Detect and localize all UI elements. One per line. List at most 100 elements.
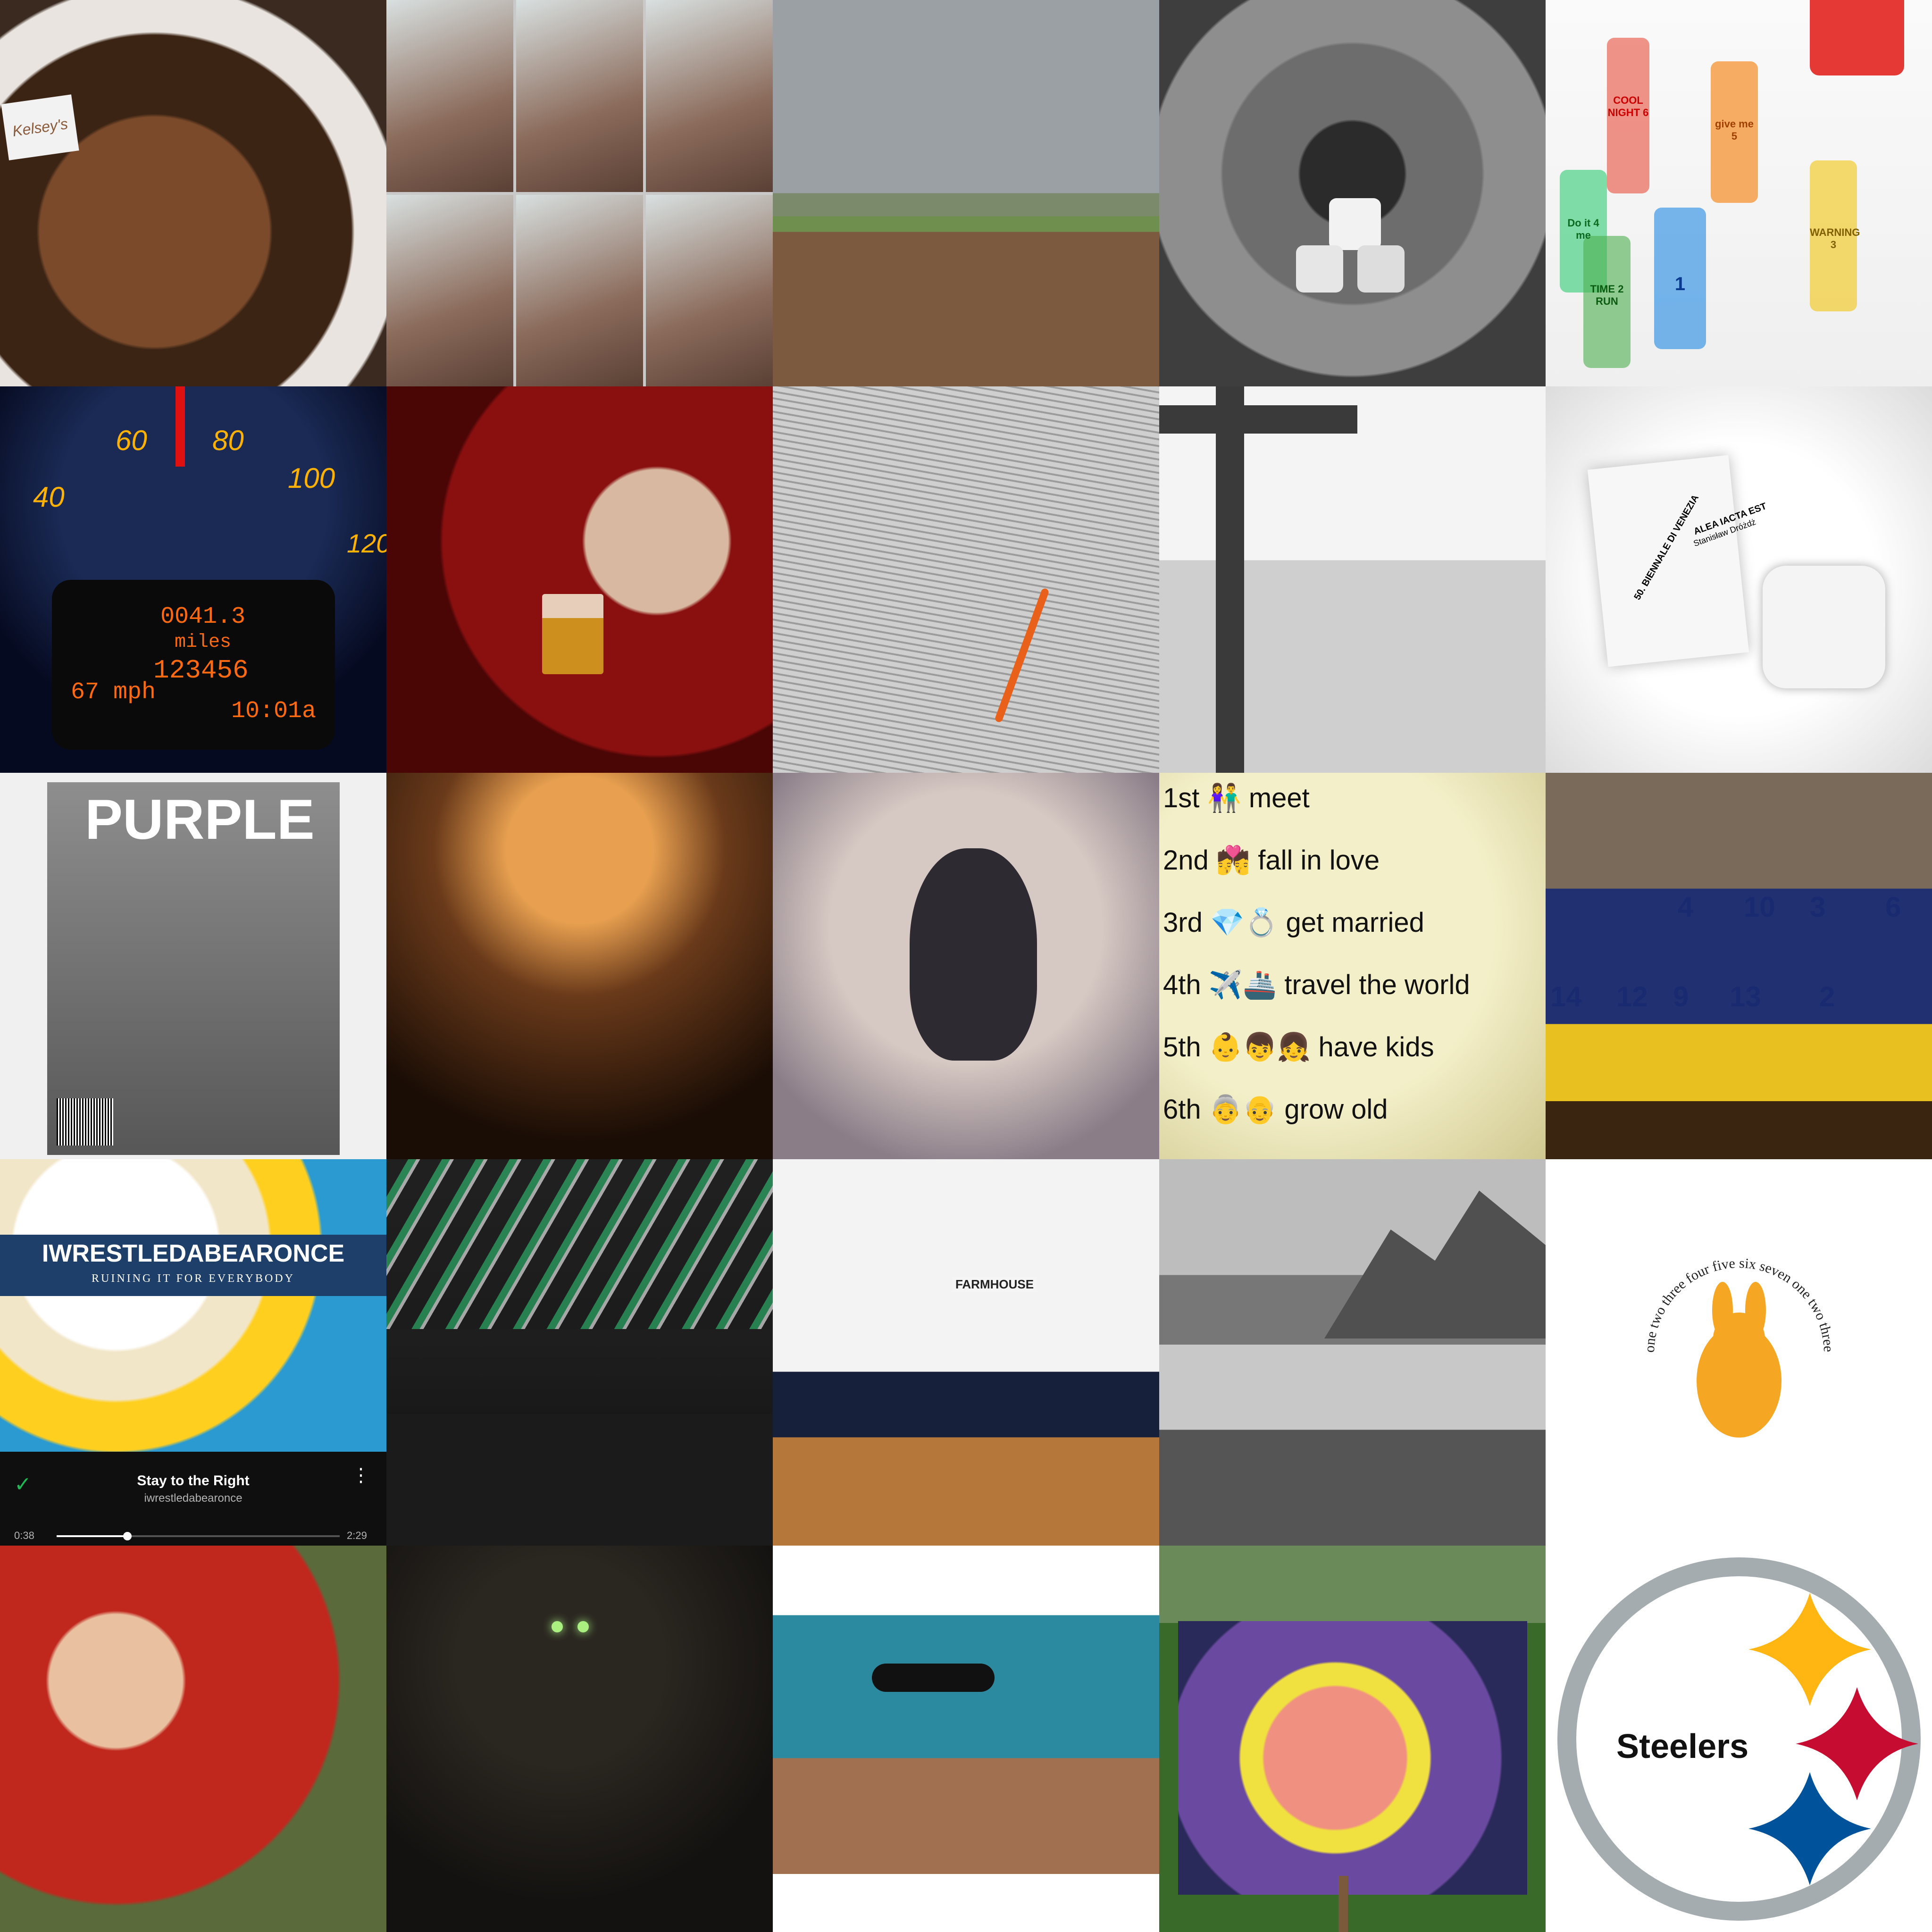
speed-tick: 60: [116, 425, 147, 456]
track-artist: iwrestledabearonce: [144, 1492, 243, 1505]
steps-list: 1st 👫 meet 2nd 💏 fall in love 3rd 💎💍 get…: [1163, 782, 1543, 1156]
emoji-icon: ✈️🚢: [1208, 970, 1277, 1000]
photo-field-landscape[interactable]: [773, 0, 1159, 386]
photo-shot-glasses[interactable]: COOL NIGHT 6 give me 5 Do it 4 me TIME 2…: [1546, 0, 1932, 386]
steelers-logo[interactable]: Steelers: [1546, 1546, 1932, 1932]
shot-label: COOL NIGHT 6: [1607, 94, 1649, 118]
photo-pool-selfie[interactable]: [773, 1546, 1159, 1932]
kitchen-sign: FARMHOUSE: [952, 1277, 1037, 1292]
glass-one: [1654, 208, 1706, 349]
bunny-drawing: one two three four five six seven one tw…: [1546, 1159, 1836, 1438]
jersey-number: 4: [1678, 891, 1694, 923]
shot-label: WARNING 3: [1810, 226, 1860, 251]
step-text: fall in love: [1258, 845, 1380, 876]
sunglasses: [872, 1664, 995, 1692]
step-text: grow old: [1284, 1094, 1388, 1125]
step-ordinal: 5th: [1163, 1032, 1201, 1062]
current-speed: 67 mph: [71, 679, 156, 706]
emoji-icon: 👶👦👧: [1208, 1032, 1311, 1062]
photo-vintage-cat[interactable]: [773, 773, 1159, 1159]
jersey-number: 2: [1819, 981, 1835, 1012]
steelers-wordmark: Steelers: [1616, 1728, 1748, 1765]
canvas-painting: [1178, 1621, 1527, 1895]
glass-warning: [1810, 160, 1857, 311]
speed-tick: 40: [33, 481, 65, 513]
photo-selfie-grid[interactable]: [386, 0, 773, 386]
die-icon: [1329, 198, 1381, 250]
photo-man-with-beer[interactable]: [386, 386, 773, 773]
selfie-frame: [516, 0, 643, 192]
crochet-hook: [994, 587, 1050, 723]
jersey-number: 9: [1673, 981, 1689, 1012]
paper-box: [1587, 455, 1749, 667]
photo-crochet[interactable]: [773, 386, 1159, 773]
photo-baby-painting[interactable]: [1159, 1546, 1546, 1932]
wall-mural: [386, 1159, 773, 1329]
photo-team-jerseys[interactable]: 4 10 3 6 14 12 9 13 2: [1546, 773, 1932, 1159]
beer-cup: [542, 594, 603, 674]
album-band-name: IWRESTLEDABEARONCE: [42, 1240, 345, 1267]
step-text: have kids: [1318, 1032, 1434, 1062]
jersey-number: 3: [1810, 891, 1826, 923]
glowing-eye: [552, 1621, 563, 1632]
emoji-icon: 👵👴: [1208, 1094, 1277, 1125]
odometer-reading: 123456: [153, 655, 249, 686]
emoji-icon: 👫: [1207, 783, 1241, 813]
elapsed-time: 0:38: [14, 1530, 34, 1541]
wooden-cross: [1216, 386, 1244, 773]
progress-track[interactable]: [57, 1535, 340, 1537]
photo-river-landscape[interactable]: [1159, 1159, 1546, 1546]
selfie-frame: [646, 194, 773, 386]
shot-label: give me 5: [1715, 118, 1754, 142]
progress-fill: [57, 1535, 127, 1537]
napkin-sign: Kelsey's: [1, 94, 79, 160]
photo-speedometer[interactable]: 40 60 80 100 120 0041.3 miles 123456 67 …: [0, 386, 386, 773]
photo-fried-food[interactable]: Kelsey's: [0, 0, 386, 386]
steelers-logo-drawing: Steelers: [1557, 1557, 1921, 1921]
photo-kitchen[interactable]: FARMHOUSE: [773, 1159, 1159, 1546]
photo-dark-dog[interactable]: [386, 1546, 773, 1932]
photo-toddler-and-mom[interactable]: [0, 1546, 386, 1932]
shot-glasses-drawing: [1560, 0, 1904, 368]
barcode: [57, 1098, 113, 1146]
step-row: 2nd 💏 fall in love: [1163, 845, 1543, 907]
photo-family-portrait[interactable]: [1159, 386, 1546, 773]
jersey-number: 12: [1616, 981, 1648, 1012]
more-options-icon[interactable]: ⋮: [351, 1465, 370, 1486]
selfie-frame: [386, 194, 513, 386]
odometer-display: [52, 580, 335, 750]
die-icon: [1763, 566, 1885, 688]
clock-time: 10:01a: [231, 698, 317, 725]
hypocycloid-red: [1796, 1687, 1918, 1800]
step-row: 1st 👫 meet: [1163, 782, 1543, 845]
photo-bunny-illustration[interactable]: one two three four five six seven one tw…: [1546, 1159, 1932, 1546]
track-duration: 2:29: [347, 1530, 367, 1541]
photo-boxing-gym[interactable]: [386, 1159, 773, 1546]
speed-tick: 100: [288, 462, 335, 494]
selfie-frame: [386, 0, 513, 192]
photo-dice-cup[interactable]: [1159, 0, 1546, 386]
cat-silhouette: [910, 848, 1037, 1061]
shot-label: 1: [1674, 274, 1686, 294]
speed-needle: [176, 386, 185, 467]
selfie-frame: [646, 0, 773, 192]
jersey-number: 14: [1550, 981, 1582, 1012]
album-subtitle: RUINING IT FOR EVERYBODY: [92, 1272, 295, 1285]
saved-check-icon[interactable]: ✓: [14, 1473, 32, 1496]
magazine-cover: [47, 782, 340, 1155]
photo-dice-box[interactable]: ALEA IACTA EST Stanisław Dróżdż 50. BIEN…: [1546, 386, 1932, 773]
photo-purple-magazine[interactable]: PURPLE: [0, 773, 386, 1159]
jersey-number: 6: [1885, 891, 1901, 923]
music-player-card[interactable]: IWRESTLEDABEARONCE RUINING IT FOR EVERYB…: [0, 1159, 386, 1546]
glass-time-run: [1583, 236, 1631, 368]
album-art: [0, 1159, 386, 1452]
red-cup: [1810, 0, 1904, 75]
photo-life-steps-list[interactable]: 1st 👫 meet 2nd 💏 fall in love 3rd 💎💍 get…: [1159, 773, 1546, 1159]
step-text: travel the world: [1284, 970, 1470, 1000]
die-icon: [1357, 245, 1405, 293]
photo-sombrero-friends[interactable]: [386, 773, 773, 1159]
gym-floor: [386, 1414, 773, 1546]
progress-scrubber[interactable]: [123, 1532, 132, 1540]
step-text: get married: [1286, 907, 1424, 938]
